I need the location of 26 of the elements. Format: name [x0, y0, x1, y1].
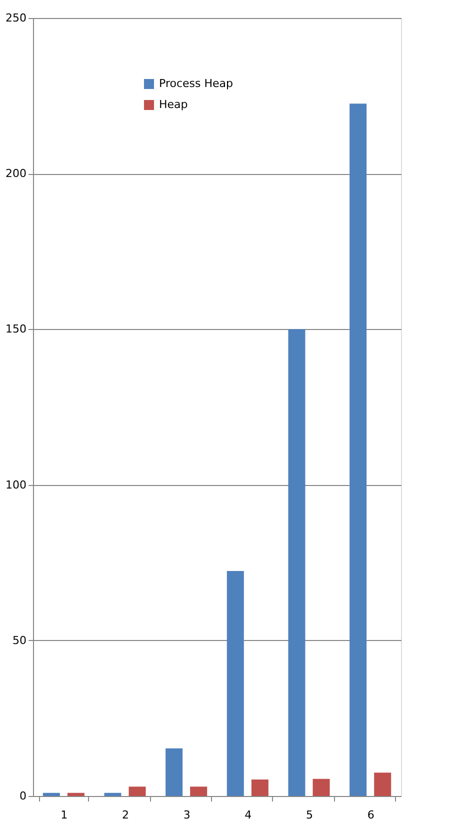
x-tick-label: 6: [367, 808, 374, 822]
bar: [67, 792, 84, 796]
x-tick-label: 5: [306, 808, 313, 822]
y-tick-label: 50: [12, 634, 26, 647]
bar: [42, 792, 60, 796]
bar: [190, 786, 208, 796]
bar: [350, 104, 367, 796]
bar: [374, 772, 392, 796]
y-tick-label: 0: [20, 790, 26, 802]
bar: [251, 780, 268, 796]
y-tick-label: 150: [6, 322, 26, 336]
y-tick-label: 250: [6, 12, 26, 24]
y-tick-label: 200: [6, 167, 26, 180]
bar: [128, 786, 146, 796]
x-tick-label: 1: [60, 808, 68, 822]
bar: [312, 778, 330, 796]
bar: [104, 792, 122, 796]
bar: [166, 748, 183, 796]
x-tick-label: 3: [183, 808, 190, 822]
bar: [288, 329, 306, 796]
legend-label: Heap: [159, 98, 188, 111]
bar: [226, 571, 244, 796]
x-tick-label: 2: [122, 808, 129, 822]
x-tick-label: 4: [244, 808, 252, 822]
legend-label: Process Heap: [159, 77, 234, 90]
y-tick-label: 100: [6, 478, 26, 492]
